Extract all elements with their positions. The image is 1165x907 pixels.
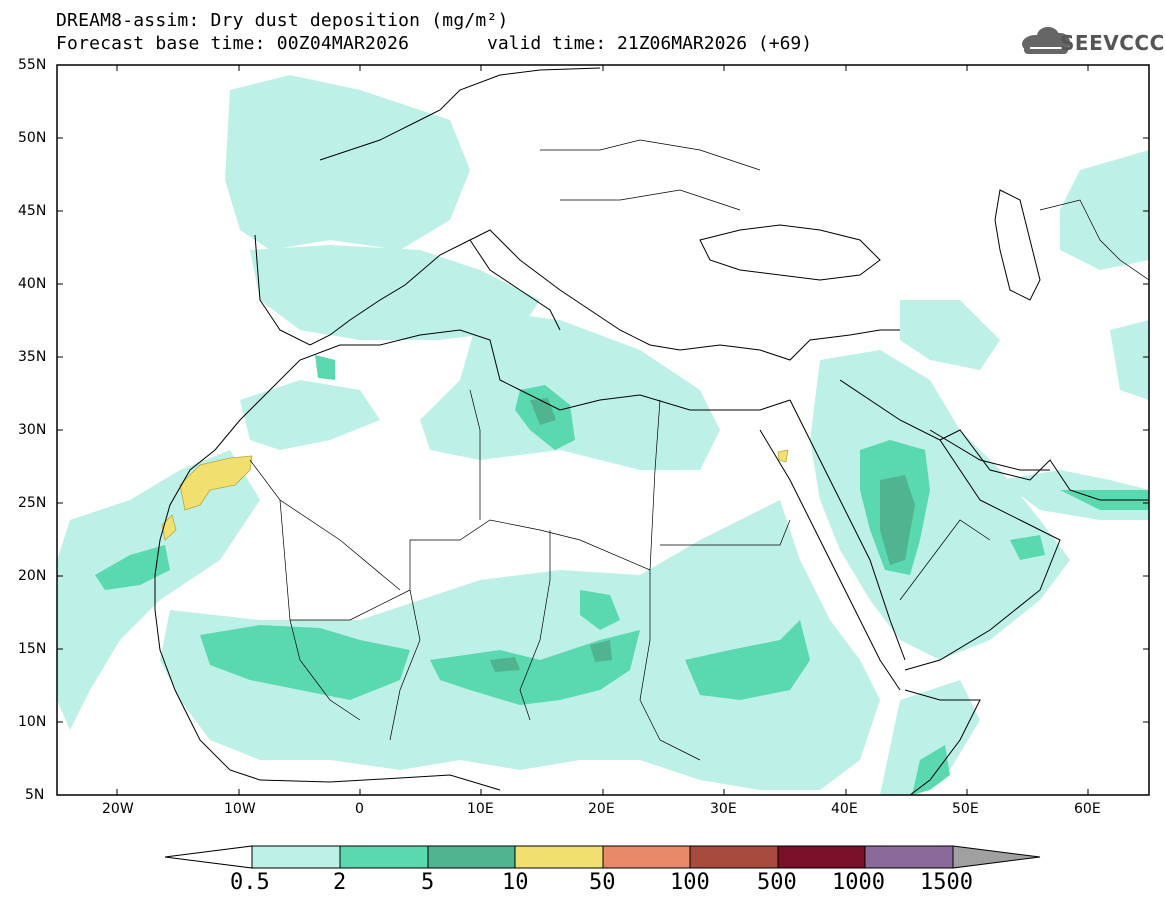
colorbar-under-triangle: [164, 845, 253, 869]
colorbar: [164, 845, 1041, 869]
colorbar-label: 1000: [832, 870, 885, 895]
colorbar-bin: [427, 845, 516, 869]
colorbar-label: 100: [670, 870, 710, 895]
colorbar-label: 5: [421, 870, 435, 895]
lat-label: 25N: [18, 495, 47, 511]
lon-label: 30E: [710, 801, 737, 817]
colorbar-bin: [251, 845, 341, 869]
lat-label: 45N: [18, 203, 47, 219]
lon-label: 40E: [831, 801, 858, 817]
map-title: DREAM8-assim: Dry dust deposition (mg/m²…: [56, 10, 509, 31]
lat-label: 40N: [18, 276, 47, 292]
colorbar-bin: [602, 845, 691, 869]
logo-text: SEEVCCC: [1060, 31, 1165, 55]
lon-ticks: [116, 65, 1089, 795]
colorbar-over-triangle: [952, 845, 1041, 869]
lat-label: 20N: [18, 568, 47, 584]
colorbar-bin: [339, 845, 429, 869]
level-0.5-area: [57, 75, 1149, 795]
colorbar-label: 2: [333, 870, 347, 895]
coastlines: [154, 67, 1149, 795]
colorbar-label: 1500: [920, 870, 973, 895]
colorbar-label: 50: [589, 870, 616, 895]
colorbar-label: 0.5: [230, 870, 270, 895]
valid-time: valid time: 21Z06MAR2026 (+69): [487, 33, 813, 54]
lat-ticks: [57, 64, 1149, 723]
colorbar-bin: [689, 845, 779, 869]
level-10-area: [161, 449, 789, 541]
cloud-logo-icon: [1022, 27, 1070, 54]
lon-label: 60E: [1074, 801, 1101, 817]
lat-label: 30N: [18, 422, 47, 438]
lon-label: 0: [355, 801, 364, 817]
lat-label: 50N: [18, 130, 47, 146]
lat-label: 5N: [25, 787, 45, 803]
lat-label: 10N: [18, 714, 47, 730]
colorbar-bin: [777, 845, 866, 869]
forecast-base-time: Forecast base time: 00Z04MAR2026: [56, 33, 410, 54]
lon-label: 50E: [952, 801, 979, 817]
dust-field: [57, 75, 1149, 795]
level-2-area: [95, 355, 1149, 795]
colorbar-bin: [514, 845, 604, 869]
country-borders: [249, 139, 1149, 761]
lon-label: 20W: [102, 801, 134, 817]
lat-label: 35N: [18, 349, 47, 365]
colorbar-label: 10: [502, 870, 529, 895]
lon-label: 20E: [588, 801, 615, 817]
colorbar-label: 500: [757, 870, 797, 895]
lat-label: 15N: [18, 641, 47, 657]
colorbar-bin: [864, 845, 954, 869]
lon-label: 10E: [467, 801, 494, 817]
lon-label: 10W: [224, 801, 256, 817]
lat-label: 55N: [18, 57, 47, 73]
